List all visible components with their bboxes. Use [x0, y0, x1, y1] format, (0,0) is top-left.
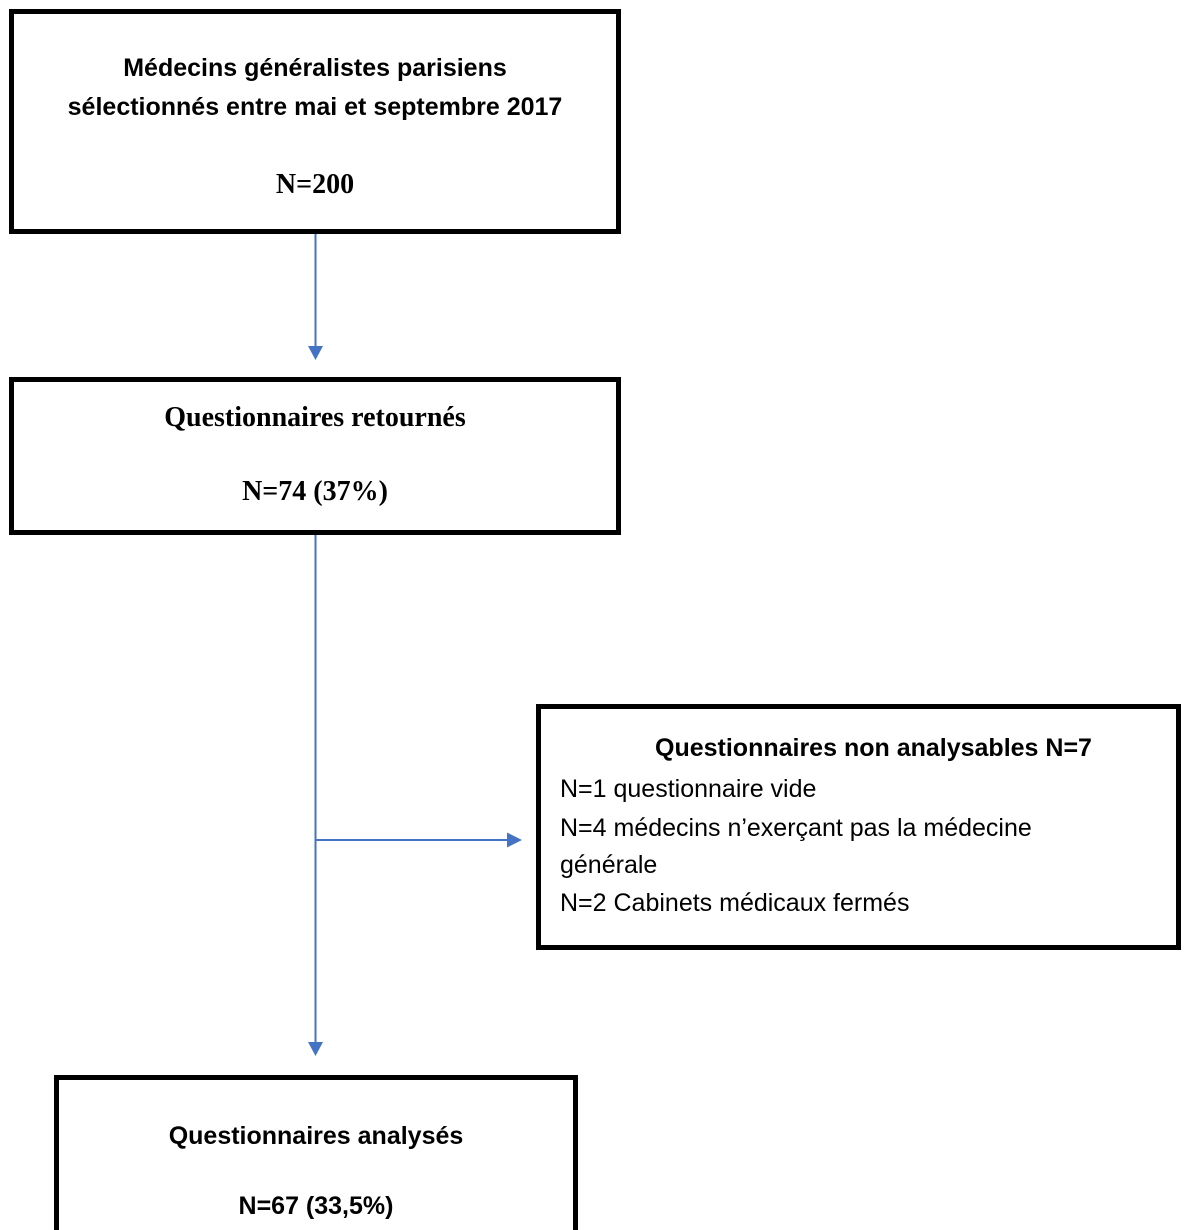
- selected-physicians-count: N=200: [275, 169, 355, 200]
- arrowhead-right-icon: [507, 832, 522, 848]
- analysed-questionnaires-box: Questionnaires analysés N=67 (33,5%): [54, 1075, 578, 1230]
- analysed-questionnaires-title: Questionnaires analysés: [168, 1122, 464, 1150]
- selected-physicians-line1: Médecins généralistes parisiens: [123, 54, 507, 82]
- selected-physicians-box: Médecins généralistes parisiens sélectio…: [9, 9, 621, 234]
- excluded-questionnaires-title: Questionnaires non analysables N=7: [655, 734, 1092, 762]
- arrowhead-down-icon: [308, 346, 323, 360]
- excluded-questionnaires-box: Questionnaires non analysables N=7 N=1 q…: [536, 704, 1181, 950]
- arrowhead-down-icon: [308, 1042, 323, 1056]
- returned-questionnaires-title: Questionnaires retournés: [164, 402, 466, 433]
- selected-physicians-line2: sélectionnés entre mai et septembre 2017: [67, 93, 563, 121]
- excluded-reason: générale: [560, 851, 658, 879]
- excluded-reason: N=1 questionnaire vide: [560, 775, 817, 803]
- returned-questionnaires-box: Questionnaires retournés N=74 (37%): [9, 377, 621, 535]
- returned-questionnaires-count: N=74 (37%): [242, 476, 388, 507]
- excluded-reason: N=2 Cabinets médicaux fermés: [560, 889, 910, 917]
- analysed-questionnaires-count: N=67 (33,5%): [238, 1192, 394, 1220]
- excluded-reason: N=4 médecins n’exerçant pas la médecine: [560, 814, 1032, 842]
